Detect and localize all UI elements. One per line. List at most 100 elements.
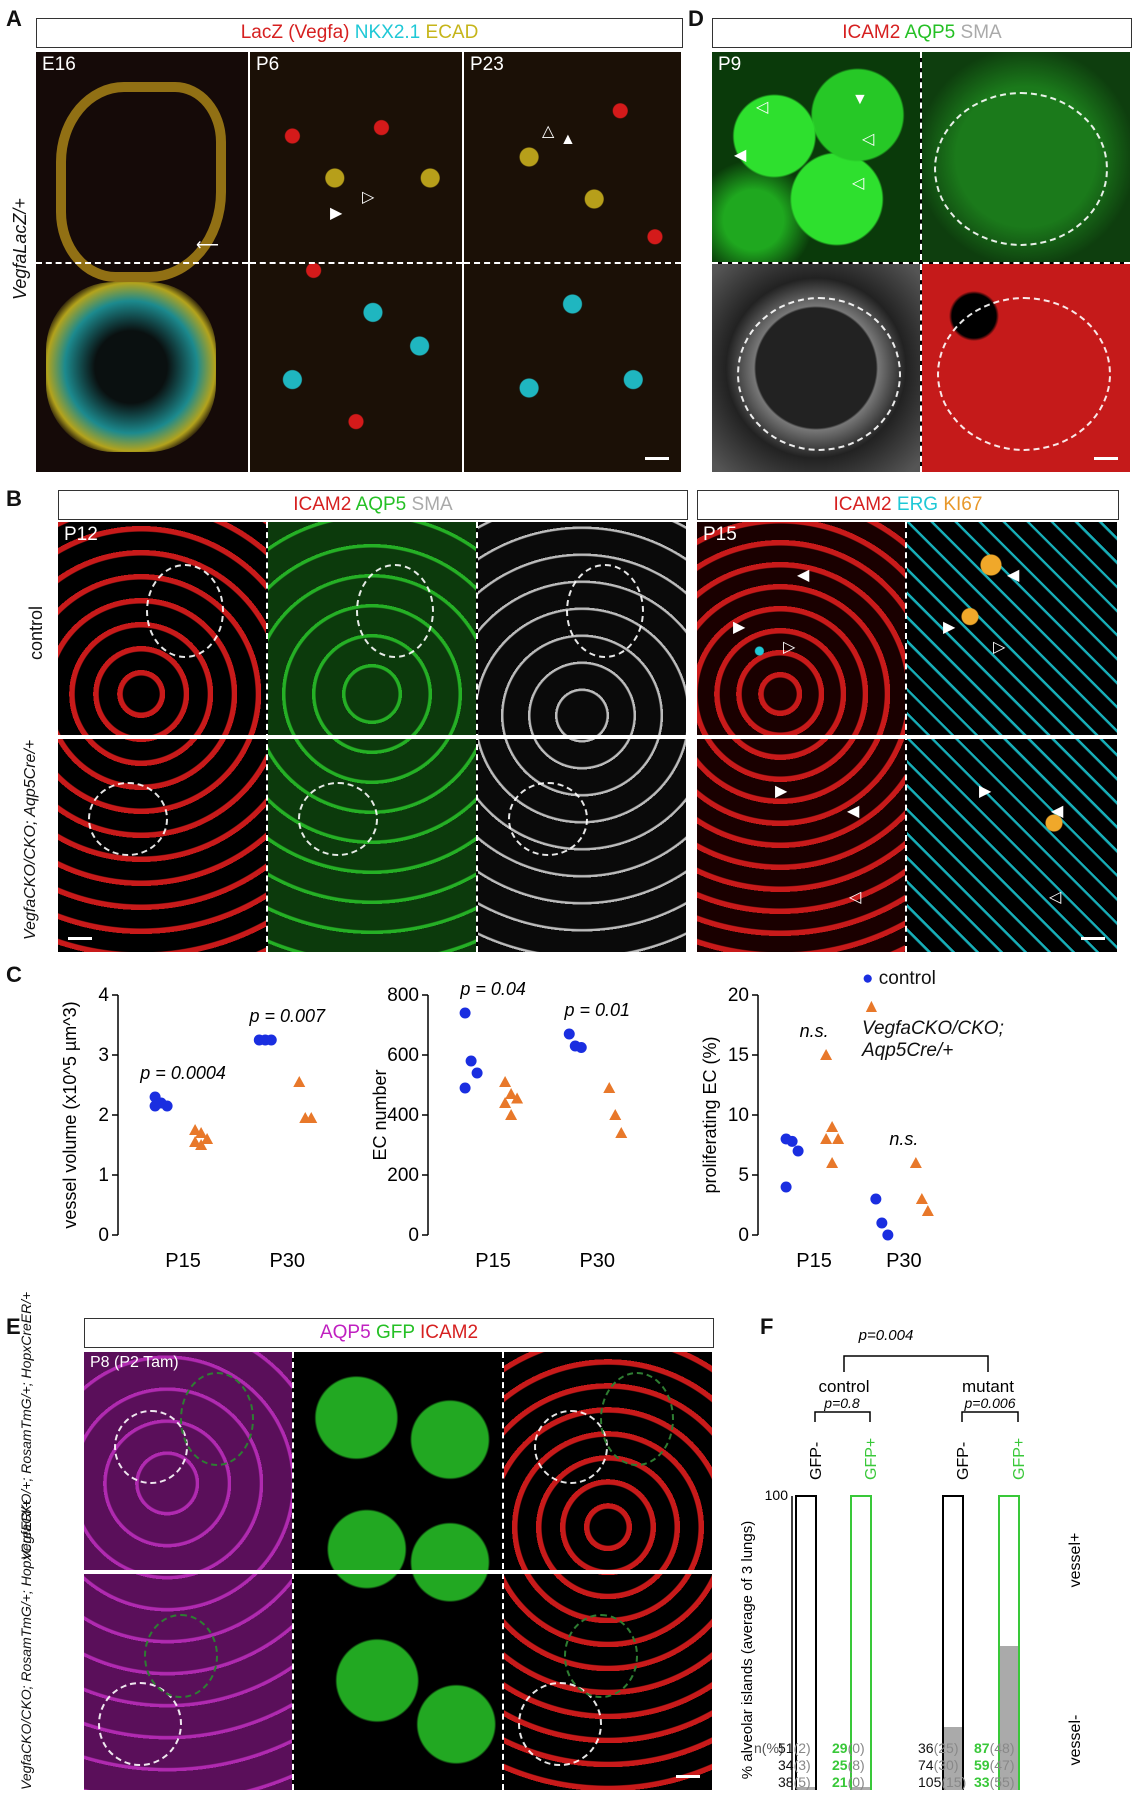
n-cell: 36(25)	[918, 1740, 959, 1756]
bar-vessel-neg	[943, 1727, 963, 1790]
row-label-control: control	[26, 605, 46, 660]
y-tick-label: 0	[738, 1225, 749, 1246]
control-point	[575, 1042, 587, 1053]
arrow-icon: ⟵	[196, 237, 219, 254]
scale-bar	[1094, 457, 1118, 460]
bar-label-2: GFP-	[955, 1442, 972, 1480]
filled-arrowhead-icon: ◀	[734, 147, 747, 164]
scale-bar	[68, 937, 92, 940]
filled-arrowhead-icon: ▶	[733, 619, 746, 636]
control-point	[459, 1082, 471, 1094]
mutant-point	[499, 1097, 512, 1108]
vessel-pos-label: vessel+	[1067, 1533, 1084, 1588]
panel-b-header-right: ICAM2 ERG KI67	[697, 490, 1119, 520]
erg-label: ERG	[896, 494, 939, 515]
group-mutant: mutant	[962, 1377, 1014, 1396]
panel-c-letter: C	[6, 962, 22, 987]
triangle-marker-icon: ▲	[862, 996, 881, 1017]
bar-vessel-neg	[851, 1787, 871, 1790]
filled-arrowhead-icon: ◀	[1007, 567, 1020, 584]
mutant-point	[603, 1082, 616, 1093]
panel-a-genotype: VegfaLacZ/+	[10, 198, 30, 300]
control-point	[792, 1145, 804, 1157]
panel-e-header: AQP5 GFP ICAM2	[84, 1318, 714, 1348]
panel-a-header: LacZ (Vegfa) NKX2.1 ECAD	[36, 18, 683, 48]
open-arrowhead-icon: ◁	[849, 889, 862, 906]
sma-label: SMA	[960, 22, 1002, 43]
filled-arrowhead-icon: ▼	[852, 91, 868, 108]
chart-proliferating-ec: 0 5 10 15 20 proliferating EC (%) P15 P30 n.s. n.…	[700, 985, 934, 1272]
icam2-label: ICAM2	[842, 22, 901, 43]
n-cell: 21(0)	[832, 1774, 865, 1790]
open-arrowhead-icon: ◁	[852, 175, 865, 192]
y-axis-label: vessel volume (x10^5 µm^3)	[60, 1001, 80, 1228]
scale-bar	[645, 457, 669, 460]
control-point	[786, 1135, 798, 1147]
filled-arrowhead-icon: ▶	[979, 783, 992, 800]
mutant-point	[195, 1127, 208, 1138]
open-arrowhead-icon: ▷	[993, 639, 1006, 656]
n-label: n(%)	[754, 1740, 784, 1756]
n-cell: 59(47)	[974, 1757, 1015, 1773]
legend-mutant: ▲ VegfaCKO/CKO; Aqp5Cre/+	[862, 996, 1004, 1061]
icam2-label: ICAM2	[833, 494, 892, 515]
y-tick-label: 200	[387, 1165, 419, 1186]
panel-a-p6-image: P6 ▶ ▷	[250, 52, 462, 472]
y-tick-label: 4	[98, 985, 109, 1006]
mutant-point	[201, 1133, 214, 1144]
chart-vessel-volume: 0 1 2 3 4 vessel volume (x10^5 µm^3) P15 P30 p =…	[60, 985, 326, 1272]
mutant-point	[189, 1136, 202, 1147]
open-arrowhead-icon: ◁	[756, 99, 769, 116]
x-tick-label: P30	[579, 1250, 615, 1272]
open-arrowhead-icon: ▷	[362, 189, 375, 206]
x-tick-label: P15	[475, 1250, 511, 1272]
p-control: p=0.8	[823, 1395, 860, 1411]
filled-arrowhead-icon: ◀	[847, 803, 860, 820]
panel-f-chart: p=0.004 control mutant p=0.8 p=0.006 GFP…	[739, 1327, 1084, 1790]
n-cell: 29(0)	[832, 1740, 865, 1756]
y-tick-label: 10	[728, 1105, 749, 1126]
control-point	[459, 1007, 471, 1019]
circle-marker-icon: ●	[862, 968, 874, 989]
control-point	[882, 1229, 894, 1241]
mutant-point	[915, 1193, 928, 1204]
mutant-point	[505, 1088, 518, 1099]
bar-label-0: GFP-	[808, 1442, 825, 1480]
mutant-point	[305, 1112, 318, 1123]
mutant-point	[609, 1109, 622, 1120]
control-point	[471, 1067, 483, 1079]
age-p8: P8 (P2 Tam)	[90, 1354, 179, 1371]
nkx-label: NKX2.1	[354, 22, 421, 43]
control-point	[149, 1100, 161, 1112]
open-arrowhead-icon: ◁	[862, 131, 875, 148]
bar-outline	[942, 1495, 964, 1790]
group-control: control	[818, 1377, 869, 1396]
age-p23: P23	[470, 54, 504, 75]
mutant-point	[615, 1127, 628, 1138]
control-point	[265, 1034, 277, 1046]
panel-b-image-left: P12	[58, 522, 686, 952]
row-label-e2: VegfaCKO/CKO; RosamTmG/+; HopxCreER/+	[18, 1499, 34, 1790]
filled-arrowhead-icon: ◀	[1051, 803, 1064, 820]
y-axis-label: EC number	[370, 1069, 390, 1160]
y-tick-label: 800	[387, 985, 419, 1006]
n-cell: 38(5)	[778, 1774, 811, 1790]
chart-ec-number: 0 200 400 600 800 EC number P15 P30 p = 0.04 p = …	[370, 979, 630, 1272]
control-point	[876, 1217, 888, 1229]
scale-bar	[1081, 937, 1105, 940]
gfp-label: GFP	[375, 1322, 415, 1343]
mutant-point	[820, 1049, 833, 1060]
x-tick-label: P30	[886, 1250, 922, 1272]
p-main: p=0.004	[858, 1327, 914, 1344]
panel-d-header: ICAM2 AQP5 SMA	[712, 18, 1132, 48]
open-arrowhead-icon: ▷	[783, 639, 796, 656]
open-arrowhead-icon: ◁	[1049, 889, 1062, 906]
mutant-point	[921, 1205, 934, 1216]
row-label-mutant: VegfaCKO/CKO; Aqp5Cre/+	[22, 739, 39, 940]
y-tick-label: 3	[98, 1045, 109, 1066]
y-tick-label: 400	[387, 1105, 419, 1126]
legend: ● control ▲ VegfaCKO/CKO; Aqp5Cre/+	[862, 968, 1022, 1062]
lacz-label: LacZ (Vegfa)	[240, 22, 350, 43]
mutant-point	[820, 1133, 833, 1144]
panel-f-letter: F	[760, 1314, 774, 1339]
